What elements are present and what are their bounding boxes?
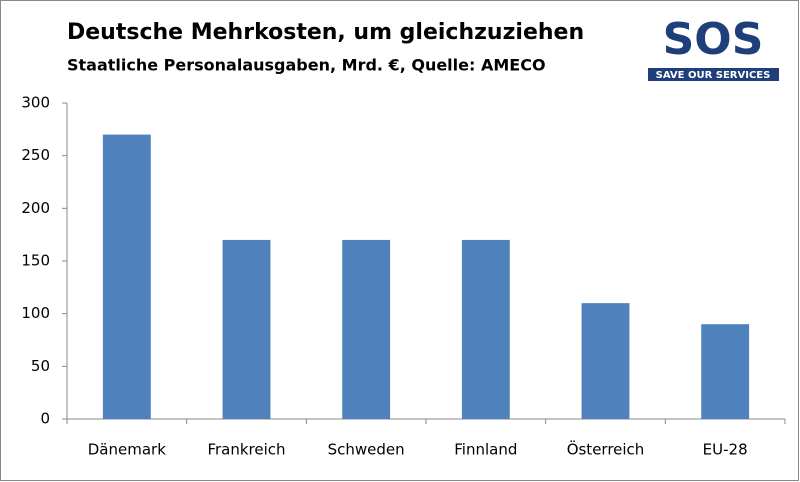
- x-tick-label: Finnland: [454, 441, 517, 459]
- y-tick-label: 150: [21, 252, 50, 270]
- y-tick-label: 50: [31, 357, 50, 375]
- bar: [342, 239, 391, 419]
- bar: [581, 303, 630, 419]
- y-tick-label: 250: [21, 146, 50, 164]
- bar: [701, 324, 750, 419]
- x-tick-label: Schweden: [328, 441, 405, 459]
- x-tick-label: Frankreich: [207, 441, 285, 459]
- logo: SOS SAVE OUR SERVICES: [648, 14, 779, 81]
- bar: [222, 239, 271, 419]
- y-tick-label: 0: [40, 410, 50, 428]
- x-tick-label: Österreich: [567, 440, 645, 459]
- bar: [461, 239, 510, 419]
- logo-band: [648, 68, 779, 81]
- bar: [102, 134, 151, 419]
- logo-tagline: SAVE OUR SERVICES: [656, 70, 771, 81]
- chart-subtitle: Staatliche Personalausgaben, Mrd. €, Que…: [67, 56, 546, 75]
- x-tick-label: EU-28: [703, 441, 748, 459]
- y-tick-label: 300: [21, 94, 50, 112]
- chart-title: Deutsche Mehrkosten, um gleichzuziehen: [67, 20, 584, 45]
- y-tick-label: 200: [21, 199, 50, 217]
- x-tick-label: Dänemark: [88, 441, 166, 459]
- logo-text: SOS: [663, 14, 764, 65]
- y-tick-label: 100: [21, 304, 50, 322]
